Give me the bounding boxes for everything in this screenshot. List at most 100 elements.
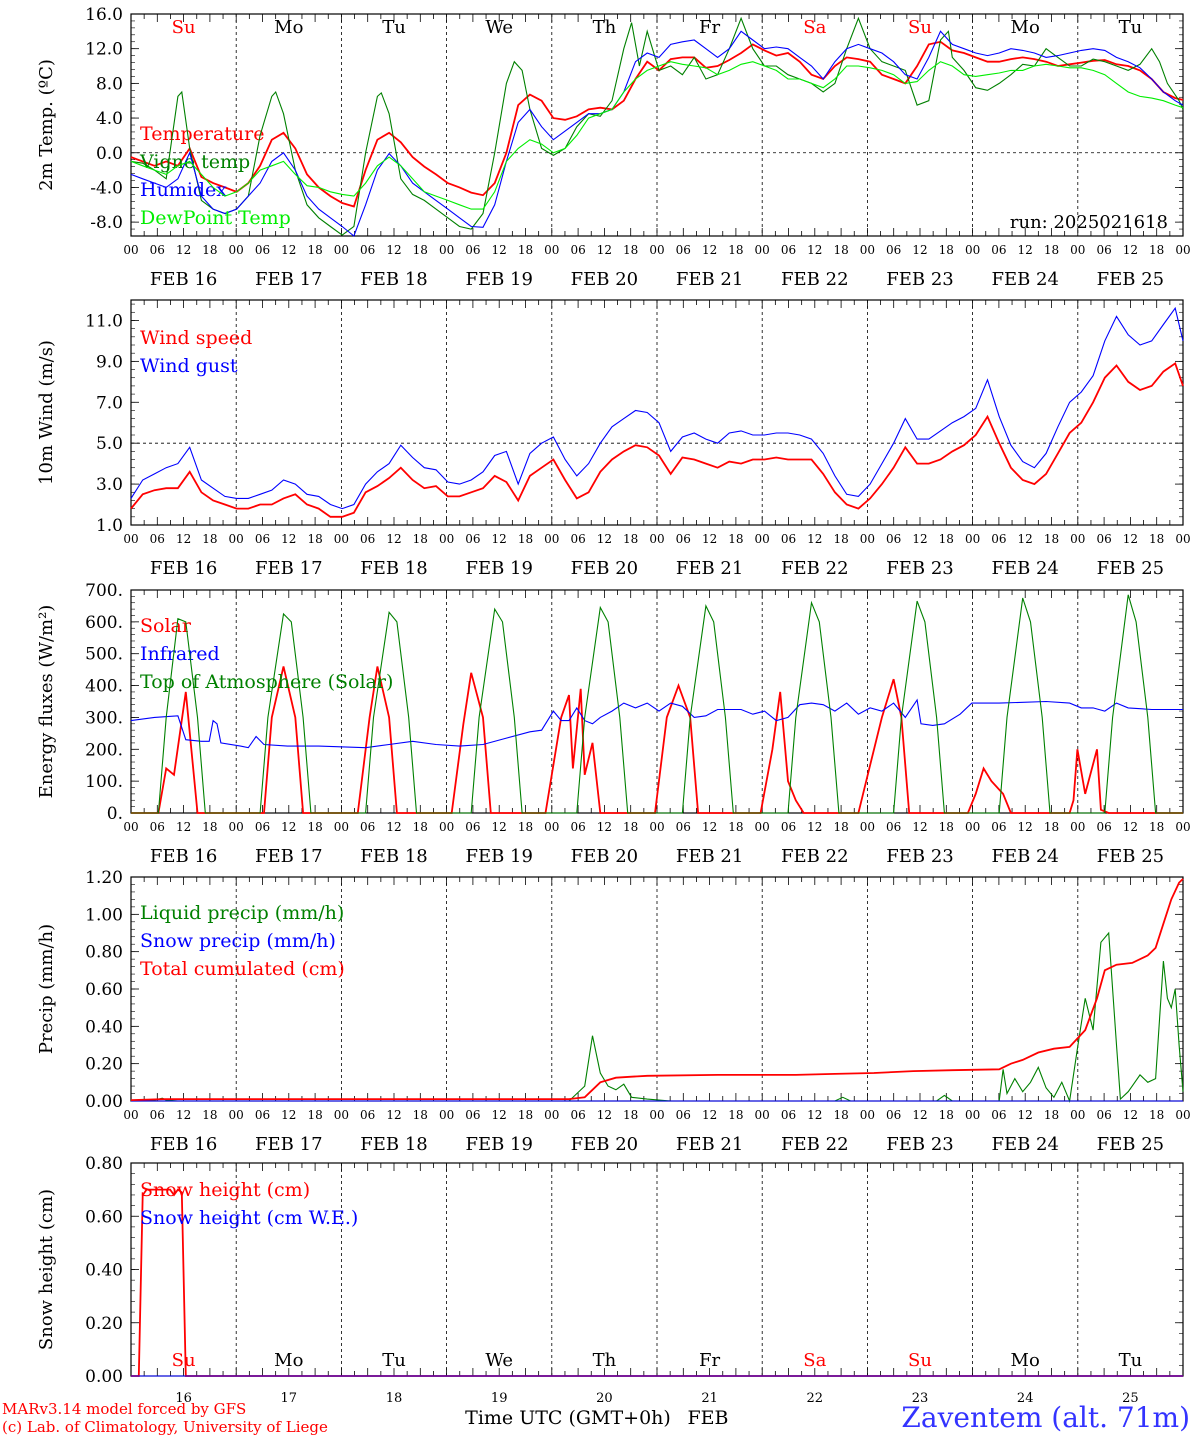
date-label: FEB 19 — [465, 558, 532, 579]
y-tick-label: 3.0 — [96, 475, 123, 495]
hour-label: 06 — [886, 820, 901, 834]
hour-label: 12 — [597, 532, 612, 546]
model-credit-line-2: (c) Lab. of Climatology, University of L… — [2, 1418, 328, 1436]
hour-label: 18 — [518, 532, 533, 546]
weekday-label: Mo — [274, 1350, 303, 1371]
hour-label: 12 — [807, 243, 822, 257]
hour-label: 18 — [413, 1108, 428, 1122]
hour-label: 18 — [202, 1108, 217, 1122]
y-tick-label: 1.20 — [85, 868, 123, 888]
legend-entry: Top of Atmosphere (Solar) — [140, 671, 393, 693]
series-line-dewpoint-temp — [130, 61, 1184, 210]
hour-label: 06 — [570, 532, 585, 546]
hour-label: 00 — [965, 820, 980, 834]
series-line-top-of-atmosphere-solar- — [131, 594, 1183, 814]
weekday-label: Su — [908, 17, 932, 38]
date-label: FEB 24 — [991, 269, 1058, 290]
hour-label: 18 — [202, 820, 217, 834]
hour-label: 18 — [833, 1108, 848, 1122]
date-label: FEB 22 — [781, 269, 848, 290]
hour-label: 00 — [755, 1108, 770, 1122]
hour-label: 12 — [702, 532, 717, 546]
hour-label: 00 — [1175, 1108, 1190, 1122]
hour-label: 00 — [334, 820, 349, 834]
weekday-label: Tu — [1119, 1350, 1143, 1371]
weekday-label: Su — [172, 1350, 196, 1371]
hour-label: 06 — [150, 243, 165, 257]
plot-frame-2 — [130, 589, 1184, 814]
hour-label: 00 — [229, 1108, 244, 1122]
hour-label: 06 — [465, 243, 480, 257]
hour-label: 00 — [544, 532, 559, 546]
y-tick-label: 200. — [85, 740, 123, 760]
hour-label: 00 — [755, 532, 770, 546]
hour-label: 18 — [518, 243, 533, 257]
hour-label: 06 — [1096, 532, 1111, 546]
hour-label: 06 — [465, 820, 480, 834]
hour-label: 00 — [860, 1108, 875, 1122]
hour-label: 12 — [281, 532, 296, 546]
weekday-label: Tu — [382, 17, 406, 38]
hour-label: 18 — [1149, 532, 1164, 546]
hour-label: 00 — [439, 1108, 454, 1122]
y-axis-label: 10m Wind (m/s) — [36, 340, 57, 485]
hour-label: 00 — [755, 820, 770, 834]
hour-label: 00 — [123, 532, 138, 546]
hour-label: 06 — [676, 532, 691, 546]
date-label: FEB 22 — [781, 558, 848, 579]
hour-label: 06 — [781, 820, 796, 834]
hour-label: 00 — [544, 1108, 559, 1122]
hour-label: 18 — [307, 532, 322, 546]
hour-label: 00 — [649, 243, 664, 257]
date-label: FEB 17 — [255, 1134, 322, 1155]
series-line-wind-speed — [130, 361, 1184, 518]
y-tick-label: 100. — [85, 772, 123, 792]
hour-label: 12 — [807, 1108, 822, 1122]
date-label: FEB 21 — [676, 1134, 743, 1155]
date-label: FEB 16 — [150, 558, 217, 579]
hour-label: 18 — [623, 820, 638, 834]
date-label: FEB 22 — [781, 846, 848, 867]
hour-label: 18 — [307, 1108, 322, 1122]
series-line-liquid-precip-mm-h- — [130, 931, 1184, 1104]
hour-label: 00 — [1070, 532, 1085, 546]
y-tick-label: 0.0 — [96, 144, 123, 164]
weekday-label: Tu — [1119, 17, 1143, 38]
hour-label: 00 — [1175, 243, 1190, 257]
y-tick-label: -4.0 — [90, 178, 123, 198]
hour-label: 18 — [833, 820, 848, 834]
weekday-label: Mo — [1011, 17, 1040, 38]
weekday-label: Tu — [382, 1350, 406, 1371]
hour-label: 12 — [176, 1108, 191, 1122]
hour-label: 12 — [386, 1108, 401, 1122]
hour-label: 00 — [1070, 1108, 1085, 1122]
date-label: FEB 17 — [255, 846, 322, 867]
hour-label: 06 — [1096, 243, 1111, 257]
hour-label: 00 — [334, 532, 349, 546]
hour-label: 18 — [1044, 1108, 1059, 1122]
hour-label: 12 — [702, 243, 717, 257]
y-tick-label: 4.0 — [96, 109, 123, 129]
legend-entry: Humidex — [140, 179, 227, 201]
y-axis-label: 2m Temp. (ºC) — [36, 59, 57, 191]
hour-label: 12 — [807, 532, 822, 546]
weekday-label: We — [485, 1350, 513, 1371]
model-credit-line-1: MARv3.14 model forced by GFS — [2, 1400, 247, 1418]
weekday-label: Fr — [699, 1350, 720, 1371]
hour-label: 06 — [360, 243, 375, 257]
hour-label: 12 — [492, 820, 507, 834]
hour-label: 06 — [1096, 820, 1111, 834]
hour-label: 06 — [570, 243, 585, 257]
hour-label: 12 — [281, 243, 296, 257]
y-tick-label: 0.20 — [85, 1055, 123, 1075]
y-tick-label: 0.60 — [85, 980, 123, 1000]
hour-label: 12 — [176, 243, 191, 257]
weekday-label: Th — [593, 1350, 617, 1371]
date-label: FEB 16 — [150, 269, 217, 290]
y-tick-label: 12.0 — [85, 40, 123, 60]
date-label: FEB 17 — [255, 269, 322, 290]
hour-label: 12 — [1123, 1108, 1138, 1122]
y-tick-label: 0. — [107, 804, 123, 824]
legend-entry: Total cumulated (cm) — [140, 958, 345, 980]
hour-label: 06 — [991, 1108, 1006, 1122]
